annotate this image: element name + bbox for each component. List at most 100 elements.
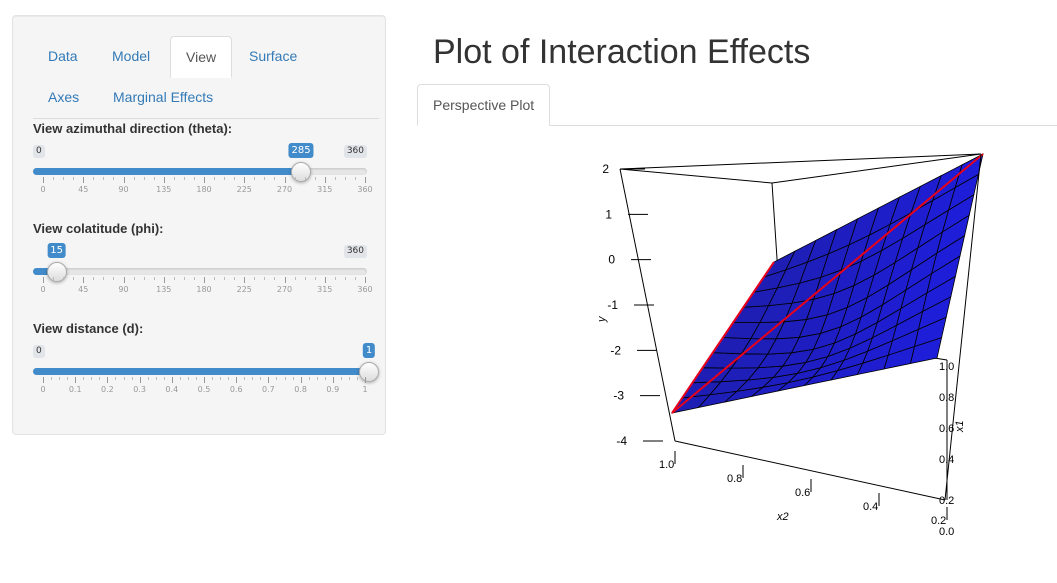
slider-tick-label: 1 [362, 385, 368, 394]
slider-major-tick [300, 377, 302, 383]
slider-minor-tick [143, 177, 145, 180]
slider-minor-tick [163, 377, 165, 380]
tab-surface[interactable]: Surface [249, 48, 298, 64]
slider-tick-label: 45 [78, 285, 89, 294]
slider-tick-label: 315 [317, 285, 333, 294]
slider-minor-tick [264, 277, 266, 280]
slider-major-tick [365, 177, 366, 183]
slider-tick-label: 0.3 [133, 385, 146, 394]
distance-slider-ticks: 0 0.1 0.2 0.3 0.4 0.5 0.6 0.7 0.8 0.9 1 [40, 377, 369, 397]
slider-tick-label: 0.5 [197, 385, 211, 394]
slider-major-tick [43, 277, 44, 283]
slider-minor-tick [334, 277, 336, 280]
z-axis-tick-label: -4 [616, 434, 627, 448]
tab-axes[interactable]: Axes [48, 89, 80, 105]
slider-minor-tick [354, 277, 356, 280]
slider-minor-tick [63, 177, 65, 180]
x1-axis-tick-label: 0.0 [939, 526, 954, 538]
theta-slider-track[interactable] [33, 168, 367, 175]
slider-major-tick [268, 377, 270, 383]
slider-tick-label: 0.7 [262, 385, 275, 394]
phi-slider-track[interactable] [33, 268, 367, 275]
slider-minor-tick [179, 377, 181, 380]
slider-minor-tick [123, 377, 125, 380]
slider-minor-tick [234, 277, 236, 280]
tab-model[interactable]: Model [112, 48, 151, 64]
interaction-surface [671, 153, 984, 414]
z-axis-tick-label: 1 [605, 207, 612, 221]
slider-minor-tick [214, 177, 216, 180]
slider-major-tick [244, 277, 246, 283]
slider-minor-tick [67, 377, 69, 380]
slider-minor-tick [147, 377, 149, 380]
phi-max-label: 360 [343, 245, 367, 258]
slider-major-tick [171, 377, 173, 383]
slider-minor-tick [91, 377, 93, 380]
slider-major-tick [163, 277, 165, 283]
slider-minor-tick [113, 177, 115, 180]
z-axis-tick-label: 0 [608, 253, 615, 267]
slider-minor-tick [344, 277, 346, 280]
slider-minor-tick [324, 377, 326, 380]
box-edge [619, 168, 773, 184]
slider-minor-tick [133, 177, 135, 180]
x1-axis-tick-label: 0.8 [939, 392, 954, 404]
slider-minor-tick [260, 377, 262, 380]
phi-slider-handle[interactable] [46, 262, 67, 282]
theta-min-label: 0 [33, 145, 45, 158]
theta-label: View azimuthal direction (theta): [33, 121, 233, 136]
slider-tick-label: 0.4 [165, 385, 179, 394]
slider-major-tick [284, 277, 286, 283]
slider-tick-label: 270 [276, 285, 293, 294]
surface-edge-red [671, 153, 984, 414]
slider-minor-tick [356, 377, 358, 380]
slider-major-tick [365, 377, 366, 383]
slider-major-tick [83, 177, 85, 183]
slider-minor-tick [73, 177, 75, 180]
slider-minor-tick [155, 377, 157, 380]
slider-major-tick [365, 277, 366, 283]
slider-tick-label: 0 [40, 385, 46, 394]
slider-major-tick [107, 377, 109, 383]
x1-axis-label: x1 [954, 420, 966, 433]
slider-minor-tick [340, 377, 342, 380]
slider-minor-tick [51, 377, 53, 380]
slider-minor-tick [153, 277, 155, 280]
tab-marginal-effects[interactable]: Marginal Effects [113, 89, 214, 105]
x2-axis-tick-label: 0.6 [795, 487, 810, 499]
slider-minor-tick [224, 177, 226, 180]
tab-perspective-plot[interactable]: Perspective Plot [417, 84, 551, 126]
slider-minor-tick [103, 277, 105, 280]
slider-minor-tick [274, 177, 276, 180]
theta-value-label: 285 [288, 143, 314, 158]
z-axis-label: y [596, 315, 608, 323]
slider-minor-tick [264, 177, 266, 180]
x1-axis-tick-label: 0.2 [939, 495, 954, 507]
slider-minor-tick [314, 177, 316, 180]
tab-view[interactable]: View [170, 36, 233, 78]
slider-tick-label: 0.1 [68, 385, 82, 394]
slider-minor-tick [212, 377, 214, 380]
slider-tick-label: 360 [357, 185, 373, 194]
theta-slider-handle[interactable] [291, 162, 312, 182]
slider-tick-label: 135 [156, 285, 172, 294]
slider-tick-label: 270 [276, 185, 293, 194]
surface-edge-red [671, 261, 775, 414]
distance-slider-track[interactable] [33, 368, 369, 375]
slider-tick-label: 90 [118, 285, 129, 294]
slider-minor-tick [220, 377, 222, 380]
slider-minor-tick [153, 177, 155, 180]
slider-minor-tick [53, 177, 55, 180]
slider-major-tick [83, 277, 85, 283]
perspective-plot: 2 1 0 -1 -2 -3 -4 y 1.0 0.8 0.6 0.4 0.2 x2 1.0 0.8 0.6 0.… [596, 153, 984, 538]
tab-data[interactable]: Data [48, 48, 78, 64]
slider-minor-tick [304, 277, 306, 280]
slider-major-tick [204, 377, 205, 383]
phi-label: View colatitude (phi): [33, 221, 164, 236]
slider-minor-tick [254, 177, 256, 180]
slider-minor-tick [73, 277, 75, 280]
distance-value-label: 1 [362, 343, 376, 358]
page-title: Plot of Interaction Effects [433, 33, 811, 71]
slider-minor-tick [93, 177, 95, 180]
distance-slider-handle[interactable] [359, 362, 379, 382]
